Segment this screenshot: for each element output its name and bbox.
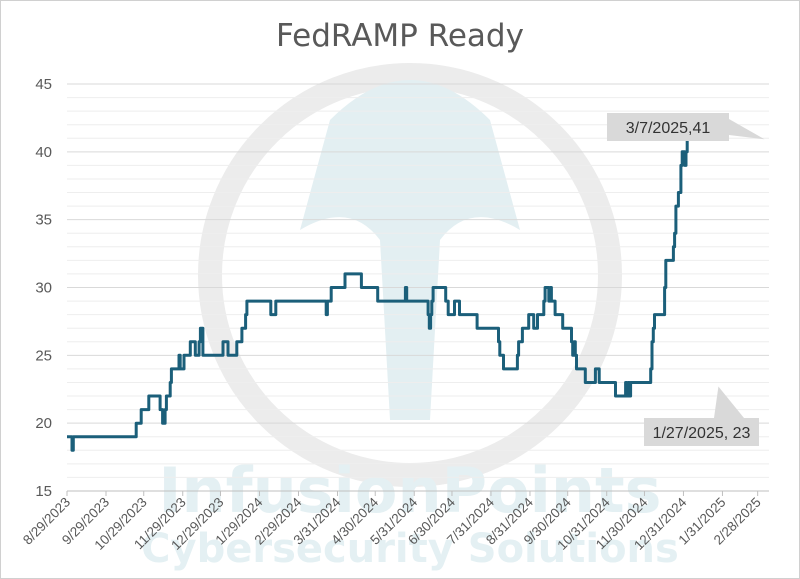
annotation-label: 3/7/2025,41 (626, 120, 711, 137)
y-tick-label: 25 (35, 347, 52, 364)
y-tick-label: 20 (35, 415, 52, 432)
watermark-tagline: Cybersecurity Solutions (141, 526, 679, 572)
annotation-label: 1/27/2025, 23 (653, 425, 751, 442)
y-tick-label: 40 (35, 144, 52, 161)
chart-title: FedRAMP Ready (276, 18, 524, 54)
y-tick-label: 15 (35, 483, 52, 500)
series-line (67, 136, 690, 452)
watermark-ring (198, 63, 622, 487)
y-tick-label: 35 (35, 212, 52, 229)
annotation-pointer (729, 119, 765, 140)
y-axis: 15 20 25 30 35 40 45 (35, 76, 52, 500)
annotations: 3/7/2025,41 1/27/2025, 23 (607, 113, 765, 446)
y-tick-label: 30 (35, 280, 52, 297)
annotation-box (607, 113, 729, 141)
annotation-box (644, 418, 759, 446)
annotation-pointer (714, 386, 744, 418)
y-tick-label: 45 (35, 76, 52, 93)
series-layer (67, 136, 690, 452)
